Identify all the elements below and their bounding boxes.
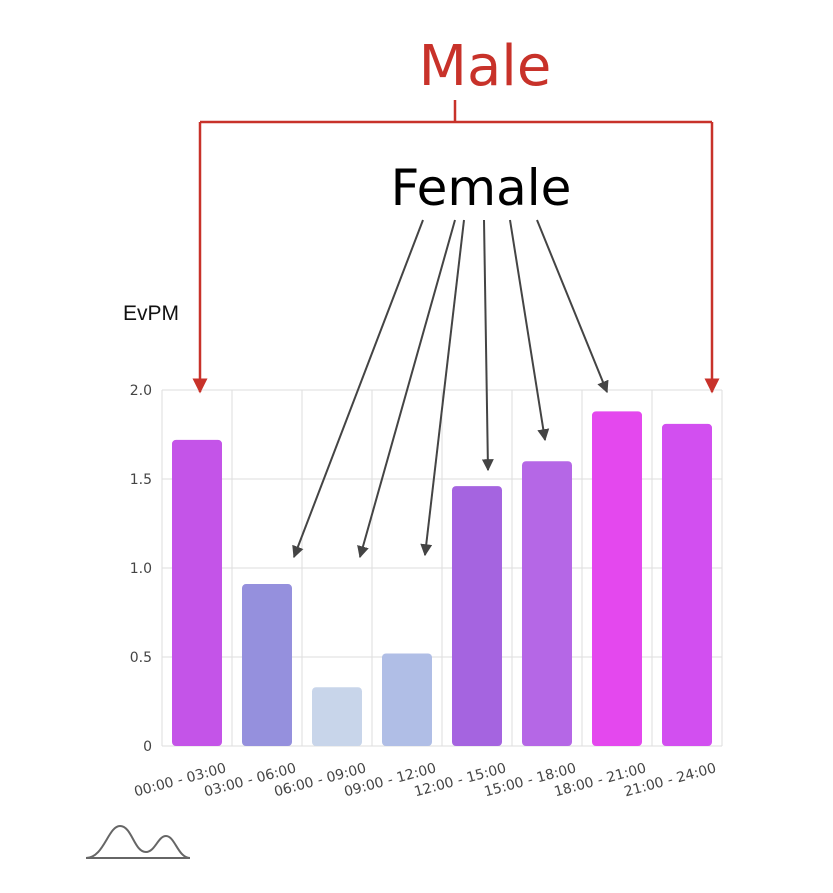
grid — [161, 389, 723, 747]
bar — [662, 423, 712, 746]
bar — [452, 486, 502, 746]
female-arrows — [292, 219, 609, 559]
bar — [242, 584, 292, 746]
y-axis-label: EvPM — [123, 302, 179, 325]
bar — [172, 439, 222, 746]
male-bracket — [192, 100, 720, 394]
female-arrow-09-12 — [420, 219, 465, 557]
female-arrow-15-18 — [509, 219, 550, 442]
y-tick-label: 2.0 — [130, 383, 152, 399]
y-tick-label: 1.5 — [130, 472, 152, 488]
bar — [522, 461, 572, 746]
y-tick-label: 0 — [143, 739, 152, 755]
bar — [592, 411, 642, 746]
y-tick-label: 1.0 — [130, 561, 152, 577]
y-axis-ticks: 0 0.5 1.0 1.5 2.0 — [130, 383, 152, 755]
male-label: Male — [419, 34, 552, 99]
female-label: Female — [391, 159, 572, 217]
bar — [312, 687, 362, 746]
female-arrow-03-06 — [292, 219, 424, 559]
distribution-logo-icon — [85, 824, 191, 859]
female-arrow-12-15 — [481, 219, 494, 472]
female-arrow-06-09 — [357, 219, 456, 559]
bar — [382, 653, 432, 746]
y-tick-label: 0.5 — [130, 650, 152, 666]
female-arrow-18-21 — [536, 219, 609, 394]
bars — [172, 411, 712, 746]
